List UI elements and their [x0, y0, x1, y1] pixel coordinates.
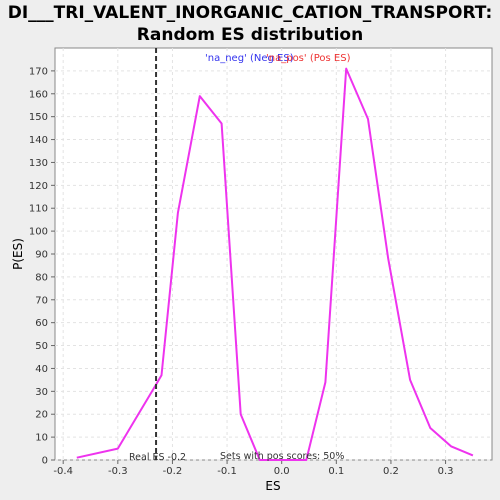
- y-tick-label: 110: [29, 204, 48, 215]
- chart-title-line2: Random ES distribution: [137, 25, 363, 45]
- chart-title-line1: DI___TRI_VALENT_INORGANIC_CATION_TRANSPO…: [8, 3, 493, 23]
- legend-pos-label: 'na_pos' (Pos ES): [266, 53, 351, 64]
- y-axis-ticks: 0 10 20 30 40 50 60 70 80 90 100 110 120 130 140 150 160…: [29, 66, 55, 467]
- y-tick-label: 90: [35, 250, 48, 261]
- y-tick-label: 50: [35, 341, 48, 352]
- series-layer: [76, 67, 474, 461]
- x-tick-label: 0.1: [328, 466, 344, 477]
- y-axis-label: P(ES): [11, 238, 25, 270]
- y-tick-label: 80: [35, 272, 48, 283]
- y-tick-label: 0: [42, 456, 48, 467]
- grid-lines: [55, 48, 492, 461]
- y-tick-label: 40: [35, 364, 48, 375]
- y-tick-label: 140: [29, 135, 48, 146]
- y-tick-label: 130: [29, 158, 48, 169]
- x-tick-label: 0.2: [383, 466, 399, 477]
- y-tick-label: 150: [29, 112, 48, 123]
- x-axis-label: ES: [265, 479, 280, 493]
- y-tick-label: 30: [35, 387, 48, 398]
- series-line: [76, 67, 474, 461]
- y-tick-label: 120: [29, 181, 48, 192]
- footnote-pos-scores: Sets with pos scores: 50%: [220, 451, 344, 462]
- x-tick-label: 0.3: [438, 466, 454, 477]
- real-es-label: Real ES -0.2: [129, 452, 186, 463]
- legend-neg-label: 'na_neg' (Neg ES): [205, 53, 294, 64]
- y-tick-label: 160: [29, 89, 48, 100]
- y-tick-label: 20: [35, 410, 48, 421]
- x-tick-label: -0.2: [163, 466, 183, 477]
- x-tick-label: 0.0: [274, 466, 290, 477]
- y-tick-label: 70: [35, 295, 48, 306]
- x-tick-label: -0.1: [217, 466, 237, 477]
- x-axis-ticks: -0.4 -0.3 -0.2 -0.1 0.0 0.1 0.2 0.3: [53, 460, 454, 477]
- x-tick-label: -0.3: [108, 466, 128, 477]
- y-tick-label: 60: [35, 318, 48, 329]
- y-tick-label: 10: [35, 433, 48, 444]
- y-tick-label: 100: [29, 227, 48, 238]
- y-tick-label: 170: [29, 66, 48, 77]
- x-tick-label: -0.4: [53, 466, 73, 477]
